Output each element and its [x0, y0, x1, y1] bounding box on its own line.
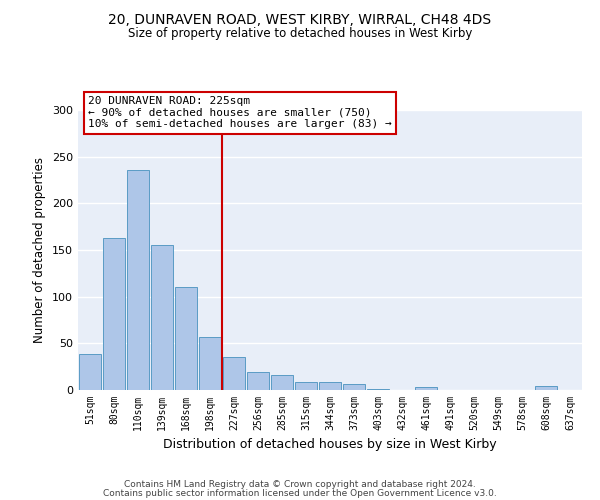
Bar: [343, 384, 365, 390]
Bar: [127, 170, 149, 390]
Text: 20 DUNRAVEN ROAD: 225sqm
← 90% of detached houses are smaller (750)
10% of semi-: 20 DUNRAVEN ROAD: 225sqm ← 90% of detach…: [88, 96, 392, 129]
Bar: [295, 382, 317, 390]
Y-axis label: Number of detached properties: Number of detached properties: [34, 157, 46, 343]
Bar: [535, 386, 557, 390]
Text: 20, DUNRAVEN ROAD, WEST KIRBY, WIRRAL, CH48 4DS: 20, DUNRAVEN ROAD, WEST KIRBY, WIRRAL, C…: [109, 12, 491, 26]
Bar: [175, 288, 197, 390]
Bar: [199, 337, 221, 390]
Bar: [271, 375, 293, 390]
Bar: [151, 246, 173, 390]
Bar: [223, 358, 245, 390]
Bar: [367, 389, 389, 390]
Text: Contains HM Land Registry data © Crown copyright and database right 2024.: Contains HM Land Registry data © Crown c…: [124, 480, 476, 489]
Bar: [319, 382, 341, 390]
Bar: [247, 372, 269, 390]
Text: Contains public sector information licensed under the Open Government Licence v3: Contains public sector information licen…: [103, 488, 497, 498]
X-axis label: Distribution of detached houses by size in West Kirby: Distribution of detached houses by size …: [163, 438, 497, 452]
Bar: [103, 238, 125, 390]
Text: Size of property relative to detached houses in West Kirby: Size of property relative to detached ho…: [128, 28, 472, 40]
Bar: [79, 354, 101, 390]
Bar: [415, 387, 437, 390]
